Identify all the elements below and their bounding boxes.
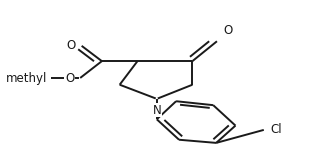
Text: N: N (152, 104, 161, 117)
Text: methyl: methyl (5, 72, 47, 85)
Text: Cl: Cl (270, 123, 282, 136)
Text: O: O (65, 72, 74, 85)
Text: O: O (67, 39, 76, 52)
Text: O: O (223, 24, 232, 37)
